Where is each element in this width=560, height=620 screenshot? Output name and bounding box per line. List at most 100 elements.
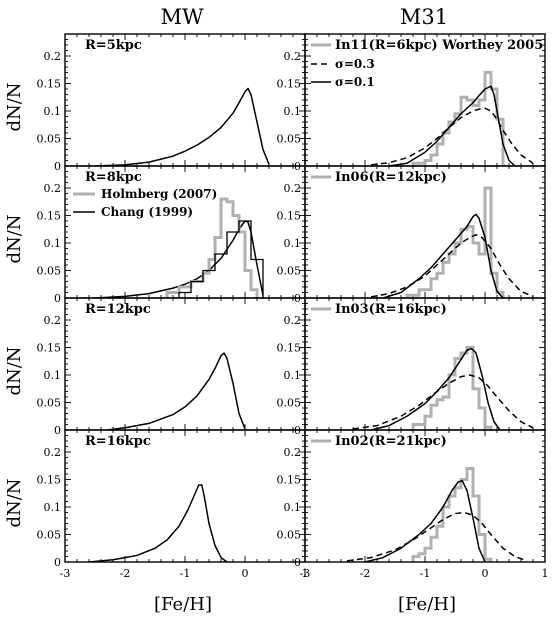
panel-mw-4: 00.050.10.150.2-3 -2 -1 0 1R=16kpc (37, 429, 309, 580)
ticks (64, 165, 306, 299)
y-tick-label: 0.2 (284, 50, 302, 63)
panel-data (370, 186, 534, 298)
y-tick-label: 0.2 (284, 314, 302, 327)
series-step-grey-line (411, 467, 493, 562)
y-tick-label: 0.05 (277, 133, 302, 146)
panel-frame (64, 165, 306, 299)
series-solid-line (94, 87, 270, 166)
y-tick-label: 0.15 (277, 342, 302, 355)
series-step-grey-line (411, 346, 493, 430)
x-tick-label: 0 (242, 567, 249, 580)
x-tick-label: -3 (60, 567, 71, 580)
x-tick-label: 1 (302, 567, 309, 580)
x-tick-label: -1 (180, 567, 191, 580)
panel-data (346, 467, 528, 562)
x-tick-label: 1 (542, 567, 549, 580)
panel-frame (64, 33, 306, 167)
y-tick-label: 0.2 (284, 446, 302, 459)
column-title-m31: M31 (400, 5, 448, 29)
panel-data (94, 197, 264, 298)
legend-label: σ=0.1 (335, 75, 375, 89)
x-tick-label: -2 (120, 567, 131, 580)
series-solid-line (364, 479, 486, 562)
y-tick-label: 0.15 (37, 342, 62, 355)
series-in11-r-6kpc-worthey-2005-line (411, 71, 505, 166)
x-tick-label: -1 (420, 567, 431, 580)
panel-label: In11(R=6kpc) Worthey 2005 (335, 38, 543, 53)
panel-frame (64, 429, 306, 563)
y-tick-label: 0 (54, 160, 61, 173)
panel-mw-2: 0 0.05 0.1 0.15 0.2 R=8kpc Holmberg (2007) Chan… (37, 165, 306, 305)
panel-frame (304, 429, 546, 563)
y-tick-label: 0.15 (37, 78, 62, 91)
y-tick-label: 0 (294, 556, 301, 569)
x-tick-label: -3 (300, 567, 311, 580)
panel-label: R=5kpc (85, 38, 142, 53)
y-tick-label: 0.2 (284, 182, 302, 195)
panel-m31-1: 0 0.05 0.1 0.15 0.2 In11(R=6kpc) Worthey 2005… (277, 33, 546, 173)
x-axis-label-mw: [Fe/H] (154, 594, 212, 615)
ticks (304, 33, 546, 167)
panel-grid: 0 0.05 0.1 0.15 0.2 R=5kpc 0 0.05 0.1 0.15 0.2 R=8k… (37, 33, 549, 580)
x-axis-label-m31: [Fe/H] (398, 594, 456, 615)
y-tick-label: 0.15 (277, 474, 302, 487)
y-tick-label: 0 (54, 556, 61, 569)
series-solid-line (370, 347, 501, 430)
panel-frame (304, 33, 546, 167)
y-axis-label-row-3: dN/N (4, 346, 25, 395)
column-title-mw: MW (160, 5, 204, 29)
panel-mw-1: 0 0.05 0.1 0.15 0.2 R=5kpc (37, 33, 306, 173)
x-tick-label: -2 (360, 567, 371, 580)
panel-label: R=12kpc (85, 302, 151, 317)
series-solid-line (106, 352, 246, 430)
y-tick-label: 0.1 (284, 501, 302, 514)
panel-m31-2: 0 0.05 0.1 0.15 0.2 In06(R=12kpc) (277, 165, 546, 305)
series-step-grey-line (405, 186, 505, 298)
legend-label: Chang (1999) (101, 205, 193, 219)
ticks (64, 429, 306, 563)
panel-label: R=8kpc (85, 170, 142, 185)
panel-data (106, 352, 246, 430)
y-tick-label: 0 (294, 292, 301, 305)
panel-label: In06(R=12kpc) (335, 170, 447, 185)
y-tick-label: 0 (54, 424, 61, 437)
legend-label: σ=0.3 (335, 57, 375, 71)
series-solid-line (88, 484, 228, 562)
series--0-1-line (388, 85, 516, 166)
panel-label: R=16kpc (85, 434, 151, 449)
y-tick-label: 0 (54, 292, 61, 305)
series--0-3-line (370, 107, 534, 166)
y-tick-label: 0 (294, 424, 301, 437)
panel-label: In02(R=21kpc) (335, 434, 447, 449)
panel-mw-3: 0 0.05 0.1 0.15 0.2 R=12kpc (37, 297, 306, 437)
panel-label: In03(R=16kpc) (335, 302, 447, 317)
y-tick-label: 0.1 (44, 237, 62, 250)
y-tick-label: 0.05 (277, 529, 302, 542)
y-tick-label: 0.1 (44, 369, 62, 382)
ticks (64, 33, 306, 167)
y-tick-label: 0.2 (44, 446, 62, 459)
x-tick-label: 0 (482, 567, 489, 580)
y-tick-label: 0.2 (44, 182, 62, 195)
panel-data (94, 87, 270, 166)
y-tick-label: 0.1 (284, 369, 302, 382)
y-tick-label: 0.05 (37, 529, 62, 542)
series-solid-line (382, 213, 504, 298)
y-tick-label: 0.1 (44, 105, 62, 118)
panel-data (370, 71, 534, 166)
y-tick-label: 0.05 (277, 265, 302, 278)
y-tick-label: 0 (294, 160, 301, 173)
y-tick-label: 0.15 (37, 474, 62, 487)
ticks (304, 429, 546, 563)
y-tick-label: 0.1 (284, 237, 302, 250)
y-tick-label: 0.15 (37, 210, 62, 223)
panel-m31-3: 0 0.05 0.1 0.15 0.2 In03(R=16kpc) (277, 297, 546, 437)
panel-data (352, 346, 534, 430)
y-tick-label: 0.05 (277, 397, 302, 410)
series-solid-line (94, 220, 264, 298)
y-tick-label: 0.15 (277, 210, 302, 223)
series-dashed-line (346, 511, 528, 562)
y-axis-label-row-1: dN/N (4, 82, 25, 131)
